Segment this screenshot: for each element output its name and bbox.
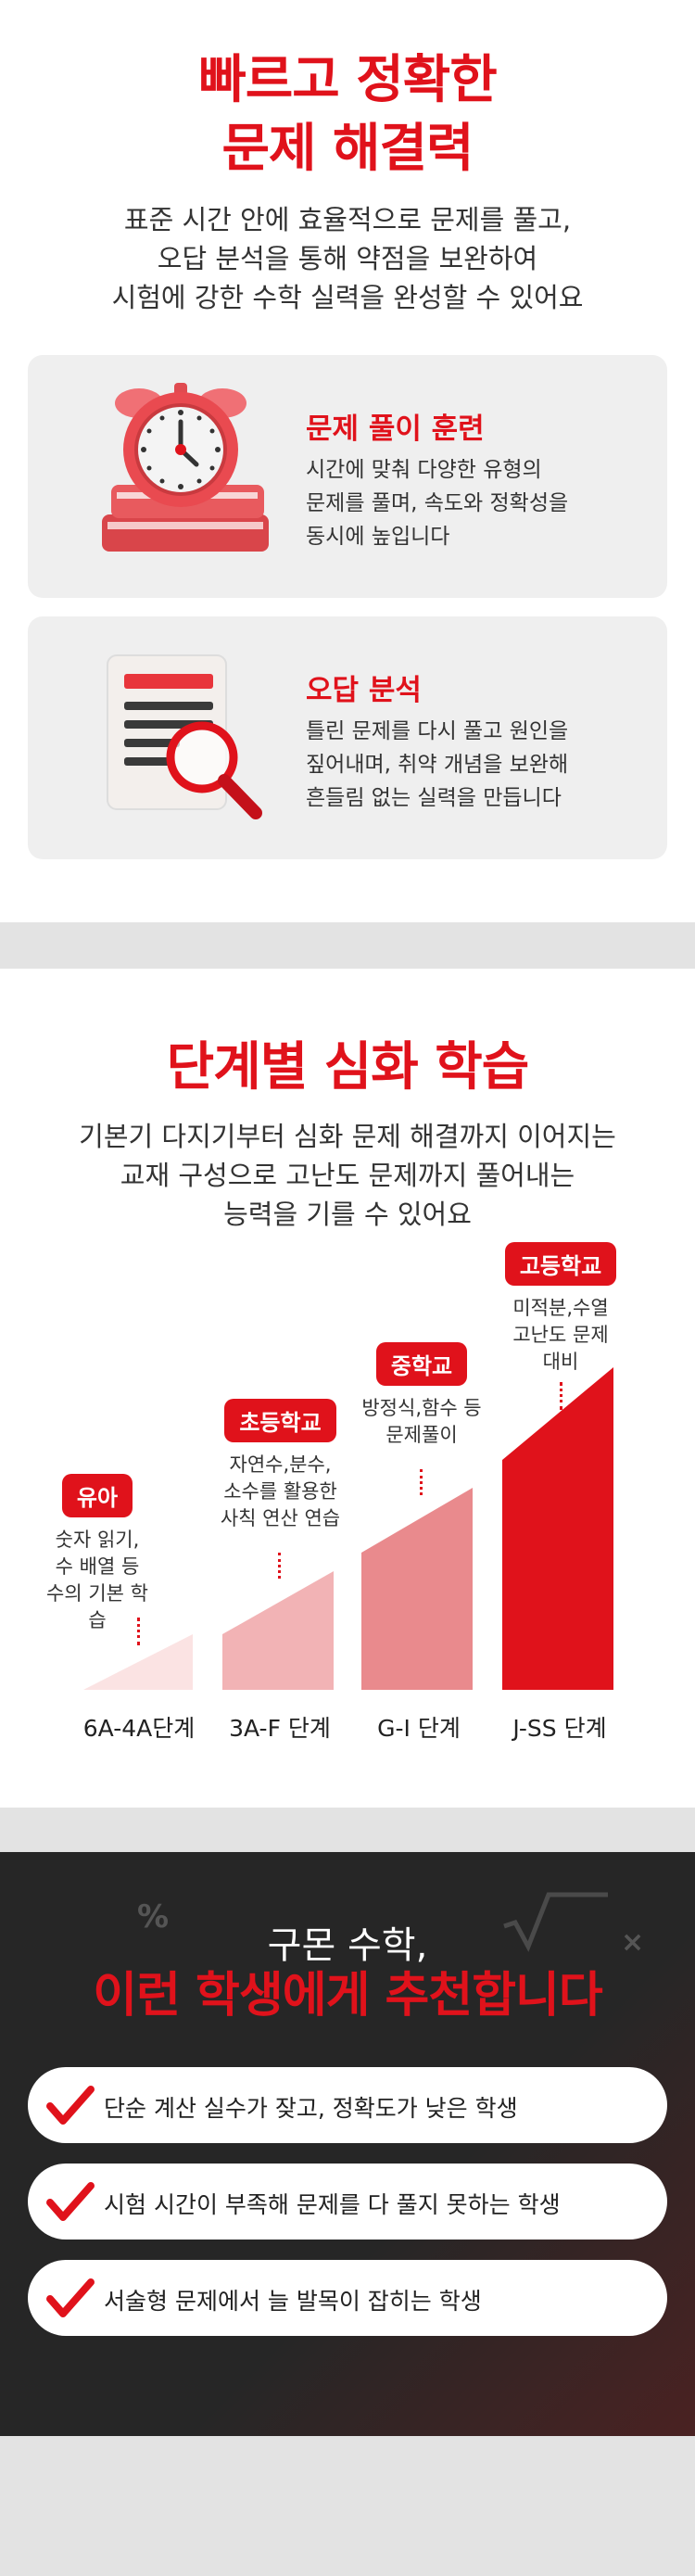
stage-label: G-I 단계	[377, 1715, 461, 1742]
card-title: 오답 분석	[306, 674, 422, 707]
stage-elementary: 초등학교 자연수,분수, 소수를 활용한 사칙 연산 연습	[208, 1399, 352, 1532]
recommendation-section: % × 구몬 수학, 이런 학생에게 추천합니다 단순 계산 실수가 잦고, 정…	[0, 1852, 695, 2436]
section-divider	[0, 1808, 695, 1852]
section-title: 단계별 심화 학습	[166, 1037, 530, 1098]
section-description: 기본기 다지기부터 심화 문제 해결까지 이어지는 교재 구성으로 고난도 문제…	[79, 1121, 616, 1230]
step-graph	[83, 1367, 613, 1690]
recommend-item: 단순 계산 실수가 잦고, 정확도가 낮은 학생	[28, 2067, 667, 2143]
page-footer-space	[0, 2436, 695, 2576]
section-divider	[0, 922, 695, 969]
document-magnifier-icon	[107, 654, 262, 819]
square-root-icon	[503, 1892, 608, 1952]
checkmark-icon	[46, 2086, 95, 2125]
card-description: 틀린 문제를 다시 풀고 원인을 짚어내며, 취약 개념을 보완해 흔들림 없는…	[306, 719, 569, 810]
stage-description: 방정식,함수 등 문제풀이	[361, 1397, 482, 1446]
stage-label: 6A-4A단계	[82, 1715, 196, 1742]
checkmark-icon	[46, 2278, 95, 2317]
section-subtitle: 구몬 수학,	[267, 1924, 428, 1967]
stage-label: J-SS 단계	[512, 1715, 607, 1742]
dotted-connector	[137, 1618, 140, 1645]
step-bar-4	[502, 1367, 613, 1690]
stage-description: 미적분,수열 고난도 문제 대비	[512, 1297, 609, 1373]
recommend-item: 서술형 문제에서 늘 발목이 잡히는 학생	[28, 2260, 667, 2336]
section-title: 빠르고 정확한 문제 해결력	[198, 50, 498, 179]
stage-badge: 중학교	[375, 1342, 468, 1386]
stage-infant: 유아 숫자 읽기, 수 배열 등 수의 기본 학습	[42, 1474, 153, 1634]
feature-card-training: 문제 풀이 훈련 시간에 맞춰 다양한 유형의 문제를 풀며, 속도와 정확성을…	[28, 355, 667, 598]
dotted-connector	[560, 1382, 562, 1410]
dotted-connector	[420, 1469, 423, 1495]
stage-badge: 초등학교	[224, 1399, 336, 1442]
stage-description: 숫자 읽기, 수 배열 등 수의 기본 학습	[46, 1529, 148, 1631]
step-bar-1	[83, 1634, 193, 1690]
problem-solving-section: 빠르고 정확한 문제 해결력 표준 시간 안에 효율적으로 문제를 풀고, 오답…	[0, 0, 695, 922]
step-learning-section: 단계별 심화 학습 기본기 다지기부터 심화 문제 해결까지 이어지는 교재 구…	[0, 969, 695, 1808]
card-description: 시간에 맞춰 다양한 유형의 문제를 풀며, 속도와 정확성을 동시에 높입니다	[306, 458, 569, 549]
dotted-connector	[278, 1553, 281, 1579]
stage-badge: 고등학교	[504, 1242, 617, 1286]
checkmark-icon	[46, 2182, 95, 2221]
step-bar-2	[222, 1571, 334, 1690]
section-title: 이런 학생에게 추천합니다	[93, 1968, 602, 2024]
stage-middle-school: 중학교 방정식,함수 등 문제풀이	[352, 1342, 491, 1449]
step-bar-3	[361, 1488, 473, 1690]
times-icon: ×	[621, 1926, 645, 1959]
recommend-item: 시험 시간이 부족해 문제를 다 풀지 못하는 학생	[28, 2164, 667, 2240]
alarm-clock-on-books-icon	[102, 383, 269, 552]
card-title: 문제 풀이 훈련	[306, 412, 485, 446]
stage-badge: 유아	[61, 1474, 133, 1517]
percent-icon: %	[137, 1898, 170, 1935]
stage-label: 3A-F 단계	[229, 1715, 331, 1742]
section-description: 표준 시간 안에 효율적으로 문제를 풀고, 오답 분석을 통해 약점을 보완하…	[111, 204, 584, 313]
stage-high-school: 고등학교 미적분,수열 고난도 문제 대비	[491, 1242, 630, 1376]
stage-description: 자연수,분수, 소수를 활용한 사칙 연산 연습	[220, 1453, 341, 1529]
feature-card-error-analysis: 오답 분석 틀린 문제를 다시 풀고 원인을 짚어내며, 취약 개념을 보완해 …	[28, 616, 667, 859]
